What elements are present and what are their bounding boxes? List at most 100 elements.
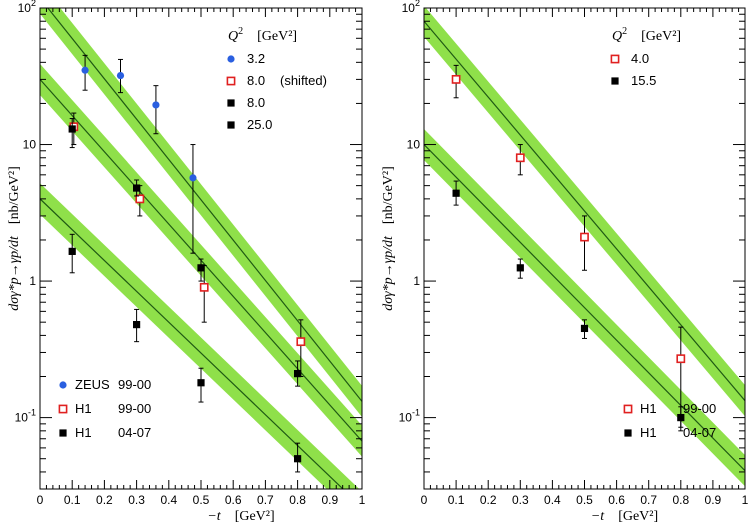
fit-line-2 — [40, 198, 344, 489]
data-point — [116, 71, 125, 80]
y-tick-base: 10 — [23, 138, 37, 152]
left-panel: 0 0.1 0.2 0.3 0.4 0.5 0.6 0.7 0.8 0.9 110-1110102−… — [7, 0, 366, 522]
x-tick-label: 0.9 — [321, 493, 338, 507]
x-tick-label: 0 — [37, 493, 44, 507]
y-tick-label: 102 — [18, 0, 36, 15]
x-axis-var: −t — [207, 509, 221, 522]
data-point — [452, 189, 460, 197]
y-tick-exp: -1 — [412, 408, 420, 418]
x-tick-label: 0.1 — [64, 493, 81, 507]
y-tick-label: 102 — [402, 0, 420, 15]
data-point — [676, 354, 686, 364]
q2-header: Q2 [GeV²] — [228, 26, 297, 44]
q2-header-exp: 2 — [238, 26, 243, 37]
q2-legend-marker — [227, 121, 235, 129]
fit-line-0 — [47, 8, 362, 402]
x-tick-label: 0.8 — [672, 493, 689, 507]
q2-legend-label: 25.0 — [247, 117, 272, 132]
y-tick-base: 10 — [18, 1, 32, 15]
q2-header: Q2 [GeV²] — [612, 26, 681, 44]
y-axis-expr: dσγ*p→γp/dt — [381, 235, 396, 311]
data-point — [197, 379, 205, 387]
q2-legend-label: 4.0 — [631, 51, 649, 66]
data-point — [451, 74, 461, 84]
x-tick-label: 0.3 — [128, 493, 145, 507]
y-axis-label-text: dσγ*p→γp/dt [nb/GeV²] — [381, 166, 396, 311]
x-tick-label: 0.5 — [576, 493, 593, 507]
fit-band-0 — [40, 8, 362, 417]
experiment-legend-name: H1 — [640, 401, 657, 416]
data-point — [294, 455, 302, 463]
y-tick-exp: -1 — [28, 408, 36, 418]
y-tick-exp: 2 — [31, 0, 36, 8]
series-0 — [81, 54, 197, 254]
q2-legend-marker — [610, 54, 620, 64]
q2-header-var: Q — [612, 29, 622, 44]
x-tick-label: 0.4 — [544, 493, 561, 507]
data-point — [189, 174, 197, 182]
series-3 — [68, 233, 302, 473]
experiment-legend-marker — [59, 429, 67, 437]
q2-legend-marker — [227, 99, 235, 107]
fit-layer — [424, 8, 745, 487]
x-axis-var: −t — [591, 509, 605, 522]
experiment-legend-period: 99-00 — [118, 401, 151, 416]
y-tick-base: 1 — [29, 274, 36, 288]
y-axis-label: dσγ*p→γp/dt [nb/GeV²] — [7, 166, 22, 311]
data-point — [516, 264, 524, 272]
x-tick-label: 0.9 — [705, 493, 722, 507]
y-tick-label: 10 — [407, 138, 421, 152]
y-tick-label: 10-1 — [399, 408, 420, 425]
x-tick-label: 0.2 — [480, 493, 497, 507]
y-axis-label: dσγ*p→γp/dt [nb/GeV²] — [381, 166, 396, 311]
y-tick-label: 10 — [23, 138, 37, 152]
data-point — [515, 153, 525, 163]
fit-line-0 — [424, 20, 745, 402]
q2-legend-marker — [226, 76, 236, 86]
data-point — [68, 125, 76, 133]
x-tick-label: 1 — [359, 493, 366, 507]
q2-legend-label: 15.5 — [631, 73, 656, 88]
x-tick-label: 0.7 — [640, 493, 657, 507]
x-tick-label: 0.2 — [96, 493, 113, 507]
y-axis-label-text: dσγ*p→γp/dt [nb/GeV²] — [7, 166, 22, 311]
x-tick-label: 0.1 — [448, 493, 465, 507]
experiment-legend-period: 04-07 — [683, 425, 716, 440]
y-axis-unit: [nb/GeV²] — [381, 166, 396, 224]
fit-band-2 — [40, 183, 360, 489]
series-1 — [452, 180, 685, 428]
data-point — [677, 414, 685, 422]
experiment-legend-name: ZEUS — [75, 377, 110, 392]
x-tick-label: 0.4 — [160, 493, 177, 507]
fit-line-1 — [424, 144, 745, 472]
x-axis-label: −t [GeV²] — [591, 509, 658, 522]
data-point — [294, 370, 302, 378]
q2-header-var: Q — [228, 29, 238, 44]
x-tick-label: 0.8 — [289, 493, 306, 507]
x-tick-label: 1 — [742, 493, 748, 507]
data-point — [152, 101, 160, 109]
x-tick-label: 0.3 — [512, 493, 529, 507]
experiment-legend-marker — [58, 404, 68, 414]
experiment-legend-name: H1 — [640, 425, 657, 440]
q2-header-unit: [GeV²] — [641, 29, 681, 44]
data-point — [135, 194, 145, 204]
y-tick-base: 1 — [413, 274, 420, 288]
data-point — [133, 320, 141, 329]
experiment-legend-marker — [623, 404, 633, 414]
fit-band-0 — [424, 8, 745, 417]
data-point — [580, 324, 589, 333]
series-2 — [68, 118, 302, 387]
y-tick-base: 10 — [407, 138, 421, 152]
x-axis-unit: [GeV²] — [235, 509, 275, 522]
data-point — [197, 264, 205, 272]
right-panel: 0 0.1 0.2 0.3 0.4 0.5 0.6 0.7 0.8 0.9 110-1110102−… — [381, 0, 748, 522]
y-tick-base: 10 — [399, 411, 413, 425]
data-point — [199, 282, 209, 292]
q2-legend-label: 8.0 — [247, 73, 265, 88]
y-tick-label: 1 — [29, 274, 36, 288]
y-axis-expr: dσγ*p→γp/dt — [7, 235, 22, 311]
data-point — [81, 66, 89, 74]
x-tick-label: 0.7 — [257, 493, 274, 507]
